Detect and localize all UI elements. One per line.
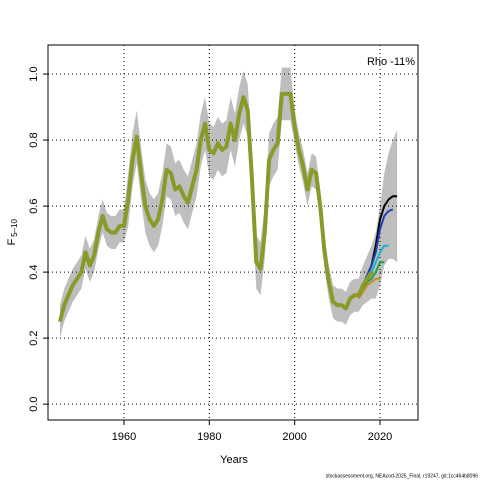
confidence-band bbox=[59, 67, 398, 339]
y-tick-label: 0.6 bbox=[28, 198, 40, 213]
y-tick-label: 0.2 bbox=[28, 330, 40, 345]
y-tick-label: 0.0 bbox=[28, 397, 40, 412]
y-axis-label-group: F 5–10 bbox=[6, 219, 19, 246]
x-axis-label: Years bbox=[220, 454, 248, 466]
annotation: Rho -11% bbox=[367, 56, 415, 68]
x-tick-label: 2020 bbox=[368, 431, 392, 443]
y-axis-label: F bbox=[6, 238, 18, 245]
y-axis-label-sub: 5–10 bbox=[10, 219, 19, 237]
y-tick-label: 0.8 bbox=[28, 132, 40, 147]
x-tick-label: 1980 bbox=[197, 431, 221, 443]
series-line bbox=[58, 91, 374, 323]
x-tick-label: 1960 bbox=[112, 431, 136, 443]
plot-frame bbox=[47, 44, 419, 421]
x-tick-label: 2000 bbox=[282, 431, 306, 443]
footer: stockassessment.org, NEAcod-2025_Final, … bbox=[326, 473, 479, 479]
y-tick-label: 1.0 bbox=[28, 66, 40, 81]
series-line bbox=[357, 277, 381, 300]
y-tick-label: 0.4 bbox=[28, 264, 40, 279]
